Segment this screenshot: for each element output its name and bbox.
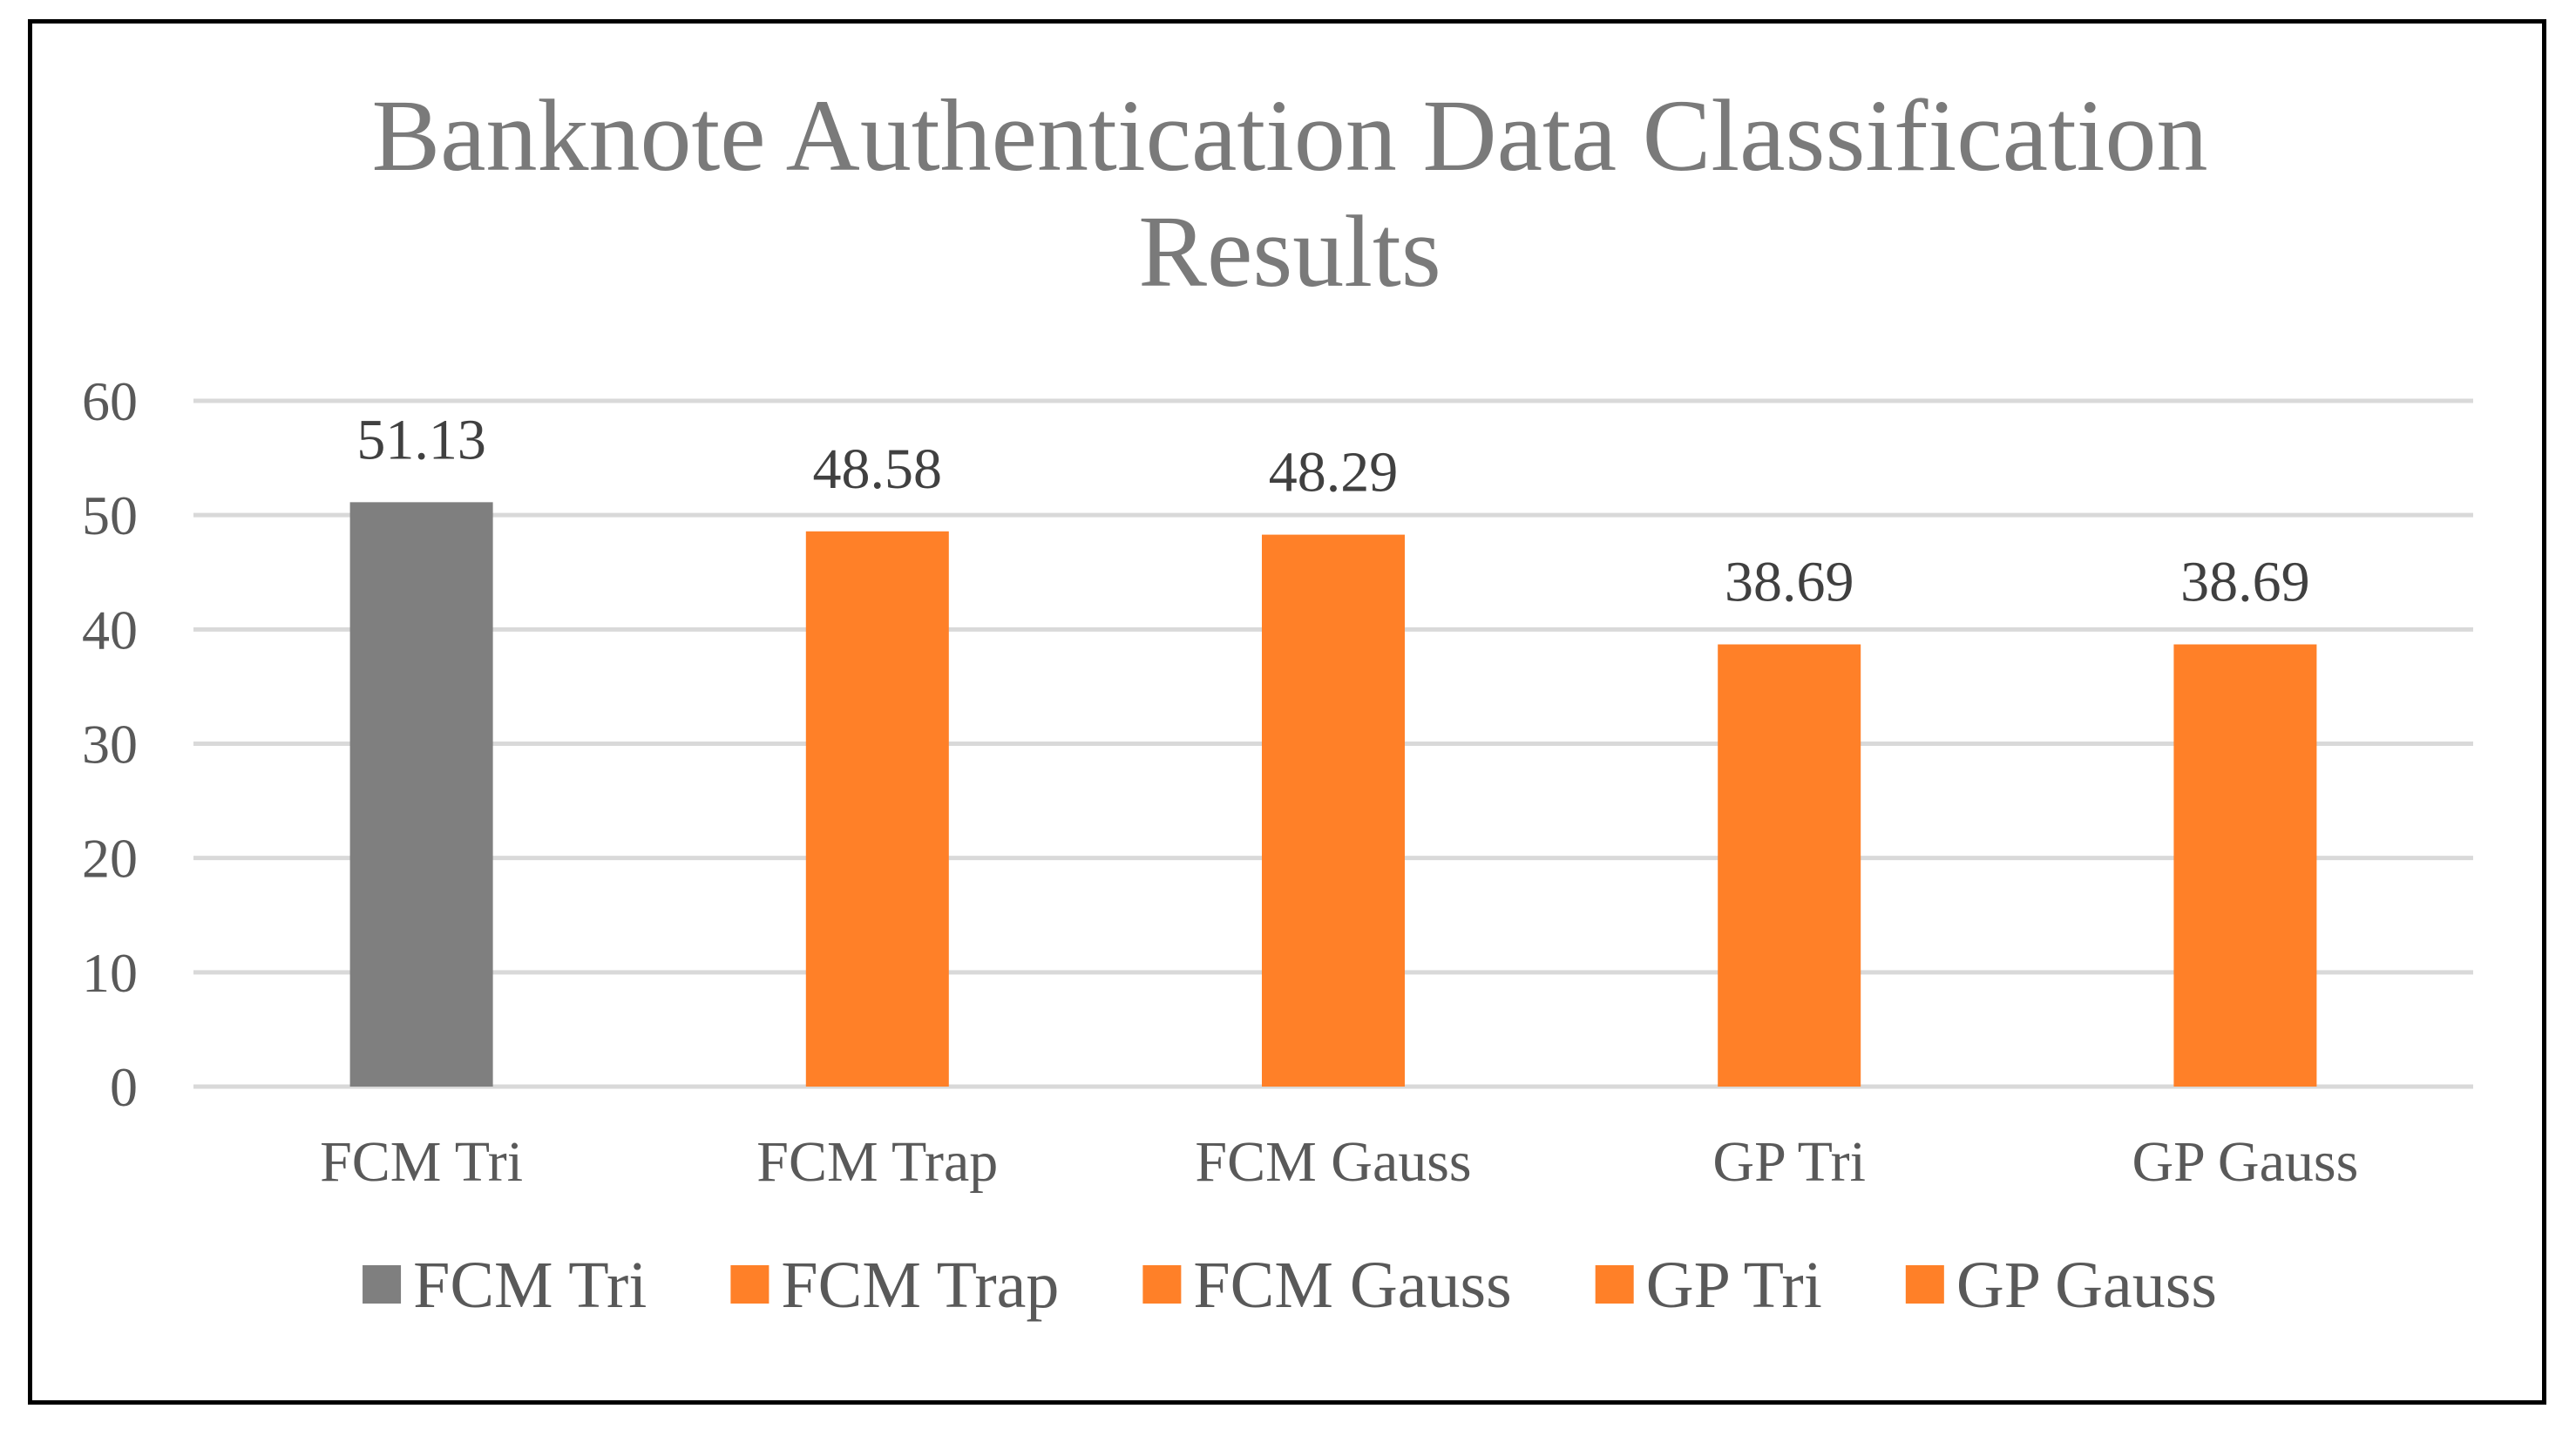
x-axis-categories: FCM Tri FCM Trap FCM Gauss GP Tri GP Gauss	[320, 1130, 2358, 1194]
legend-swatch	[1142, 1265, 1182, 1304]
x-category-label: GP Tri	[1712, 1130, 1866, 1194]
y-tick-label: 40	[82, 599, 138, 660]
legend: FCM Tri FCM Trap FCM Gauss GP Tri GP Gauss	[363, 1249, 2217, 1322]
bar-fcm-trap	[805, 531, 949, 1087]
legend-item: FCM Gauss	[1142, 1249, 1512, 1322]
y-tick-label: 10	[82, 942, 138, 1004]
legend-label: GP Gauss	[1956, 1249, 2217, 1322]
legend-item: FCM Trap	[730, 1249, 1059, 1322]
legend-item: GP Tri	[1595, 1249, 1822, 1322]
data-label: 48.29	[1269, 441, 1399, 505]
y-tick-label: 60	[82, 370, 138, 432]
y-tick-label: 50	[82, 484, 138, 546]
data-label: 38.69	[1725, 551, 1854, 614]
y-axis-ticks: 0 10 20 30 40 50 60	[82, 370, 138, 1118]
data-labels: 51.13 48.58 48.29 38.69 38.69	[356, 408, 2309, 613]
legend-swatch	[1595, 1265, 1634, 1304]
x-category-label: GP Gauss	[2132, 1130, 2359, 1194]
y-tick-label: 0	[110, 1056, 138, 1118]
y-tick-label: 20	[82, 828, 138, 890]
x-category-label: FCM Trap	[756, 1130, 998, 1194]
chart-title-line-1: Banknote Authentication Data Classificat…	[371, 78, 2207, 193]
legend-swatch	[1905, 1265, 1944, 1304]
legend-label: FCM Trap	[781, 1249, 1059, 1322]
x-category-label: FCM Gauss	[1195, 1130, 1471, 1194]
x-category-label: FCM Tri	[320, 1130, 523, 1194]
chart-title: Banknote Authentication Data Classificat…	[371, 78, 2207, 308]
legend-swatch	[730, 1265, 769, 1304]
bar-fcm-tri	[349, 502, 493, 1087]
bar-fcm-gauss	[1262, 534, 1405, 1087]
legend-item: FCM Tri	[363, 1249, 647, 1322]
bars	[349, 502, 2317, 1087]
y-tick-label: 30	[82, 714, 138, 776]
legend-swatch	[363, 1265, 402, 1304]
legend-label: GP Tri	[1646, 1249, 1822, 1322]
bar-gp-tri	[1718, 644, 1861, 1087]
legend-label: FCM Tri	[413, 1249, 647, 1322]
data-label: 51.13	[356, 408, 486, 471]
legend-item: GP Gauss	[1905, 1249, 2217, 1322]
bar-gp-gauss	[2173, 644, 2317, 1087]
legend-label: FCM Gauss	[1193, 1249, 1511, 1322]
data-label: 48.58	[813, 437, 943, 501]
chart-title-line-2: Results	[1138, 194, 1441, 308]
data-label: 38.69	[2180, 551, 2310, 614]
